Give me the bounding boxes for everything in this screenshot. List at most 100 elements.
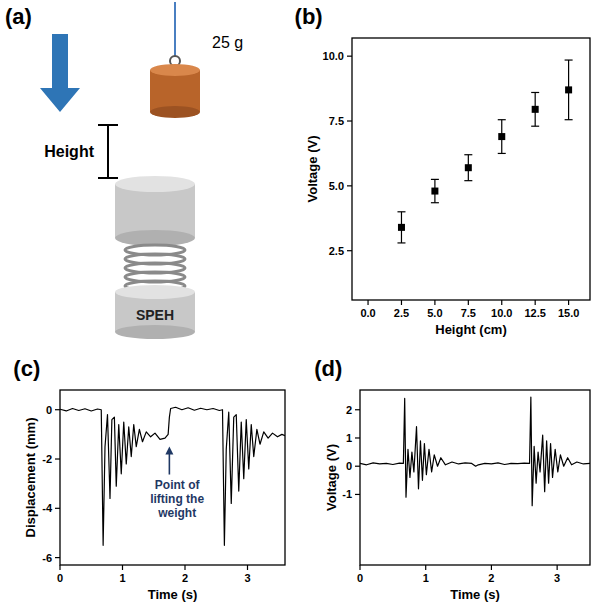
plot-frame xyxy=(360,390,590,565)
x-tick xyxy=(557,565,558,570)
signal-line xyxy=(60,407,285,545)
y-tick-label: 7.5 xyxy=(329,115,344,127)
y-tick xyxy=(347,250,352,251)
drop-arrow xyxy=(40,34,80,112)
height-label: Height xyxy=(44,143,94,160)
annotation-line: Point of xyxy=(155,478,201,492)
data-point xyxy=(398,224,405,231)
error-bar xyxy=(531,92,539,126)
x-tick-label: 0 xyxy=(357,572,363,584)
data-point xyxy=(532,106,539,113)
panel-label: (b) xyxy=(295,4,323,29)
data-point xyxy=(565,86,572,93)
data-point xyxy=(431,188,438,195)
panel-label: (c) xyxy=(13,356,40,381)
x-tick-label: 3 xyxy=(244,572,250,584)
x-axis-title: Height (cm) xyxy=(435,322,507,337)
y-tick xyxy=(347,56,352,57)
x-tick xyxy=(425,565,426,570)
x-tick-label: 1 xyxy=(423,572,429,584)
plate-top xyxy=(115,176,195,192)
device-top xyxy=(115,285,195,299)
annotation-line: lifting the xyxy=(150,492,204,506)
error-bar xyxy=(464,155,472,181)
chart-panel: 0123-1012Time (s)Voltage (V)(d) xyxy=(314,356,590,602)
error-cap xyxy=(431,179,439,180)
panel-label: (a) xyxy=(5,4,32,29)
error-bar xyxy=(397,212,405,243)
x-tick xyxy=(491,565,492,570)
error-bar xyxy=(431,179,439,202)
signal-line xyxy=(360,397,590,506)
y-tick xyxy=(55,557,60,558)
y-tick xyxy=(355,466,360,467)
x-tick xyxy=(535,300,536,305)
string xyxy=(174,2,176,56)
weight-top xyxy=(150,64,200,76)
x-axis-title: Time (s) xyxy=(450,587,500,602)
x-tick xyxy=(401,300,402,305)
y-tick-label: 10.0 xyxy=(323,50,344,62)
x-tick xyxy=(247,565,248,570)
x-tick-label: 10.0 xyxy=(491,307,512,319)
data-point xyxy=(465,164,472,171)
x-tick-label: 1 xyxy=(119,572,125,584)
x-tick-label: 12.5 xyxy=(524,307,545,319)
device-bottom xyxy=(115,325,195,339)
error-cap xyxy=(498,153,506,154)
annotation-line: weight xyxy=(157,506,196,520)
x-tick-label: 2 xyxy=(488,572,494,584)
error-cap xyxy=(464,180,472,181)
x-tick xyxy=(568,300,569,305)
weight-bottom xyxy=(150,106,200,118)
x-tick xyxy=(59,565,60,570)
x-tick-label: 15.0 xyxy=(558,307,579,319)
error-cap xyxy=(431,202,439,203)
y-tick xyxy=(55,458,60,459)
data-layer xyxy=(360,397,590,506)
error-cap xyxy=(565,119,573,120)
x-tick xyxy=(468,300,469,305)
y-tick xyxy=(347,120,352,121)
error-cap xyxy=(531,92,539,93)
y-tick-label: -2 xyxy=(42,453,52,465)
y-axis-title: Voltage (V) xyxy=(324,444,339,511)
y-tick-label: 0 xyxy=(346,460,352,472)
annotation: Point oflifting theweight xyxy=(150,447,204,520)
mass-label: 25 g xyxy=(212,34,243,51)
annotation-text: Point oflifting theweight xyxy=(150,478,204,520)
y-tick-label: -1 xyxy=(342,488,352,500)
x-tick-label: 2 xyxy=(182,572,188,584)
plot-frame xyxy=(60,390,285,565)
y-tick-label: -6 xyxy=(42,552,52,564)
error-cap xyxy=(397,211,405,212)
y-tick xyxy=(55,508,60,509)
y-tick xyxy=(355,437,360,438)
x-tick xyxy=(501,300,502,305)
figure: (a)25 gHeightSPEH0.02.55.07.510.012.515.… xyxy=(0,0,601,610)
x-tick-label: 2.5 xyxy=(394,307,409,319)
height-cap xyxy=(98,124,118,126)
chart-panel: 0.02.55.07.510.012.515.02.55.07.510.0Hei… xyxy=(295,4,590,337)
error-cap xyxy=(531,126,539,127)
error-cap xyxy=(498,119,506,120)
annotation-arrow xyxy=(169,453,171,475)
plot-frame xyxy=(352,38,590,300)
y-tick xyxy=(355,494,360,495)
plate-body xyxy=(115,184,195,238)
height-cap xyxy=(98,177,118,179)
device-label: SPEH xyxy=(136,307,174,323)
y-tick xyxy=(55,409,60,410)
x-tick-label: 0 xyxy=(57,572,63,584)
x-tick-label: 3 xyxy=(554,572,560,584)
height-bracket xyxy=(107,125,109,178)
y-axis-title: Voltage (V) xyxy=(305,136,320,203)
data-point xyxy=(498,133,505,140)
error-cap xyxy=(397,242,405,243)
y-tick-label: 0 xyxy=(46,404,52,416)
data-layer xyxy=(397,60,572,243)
x-tick xyxy=(122,565,123,570)
y-tick-label: 1 xyxy=(346,432,352,444)
y-axis-title: Displacement (mm) xyxy=(23,418,38,538)
y-tick xyxy=(355,409,360,410)
